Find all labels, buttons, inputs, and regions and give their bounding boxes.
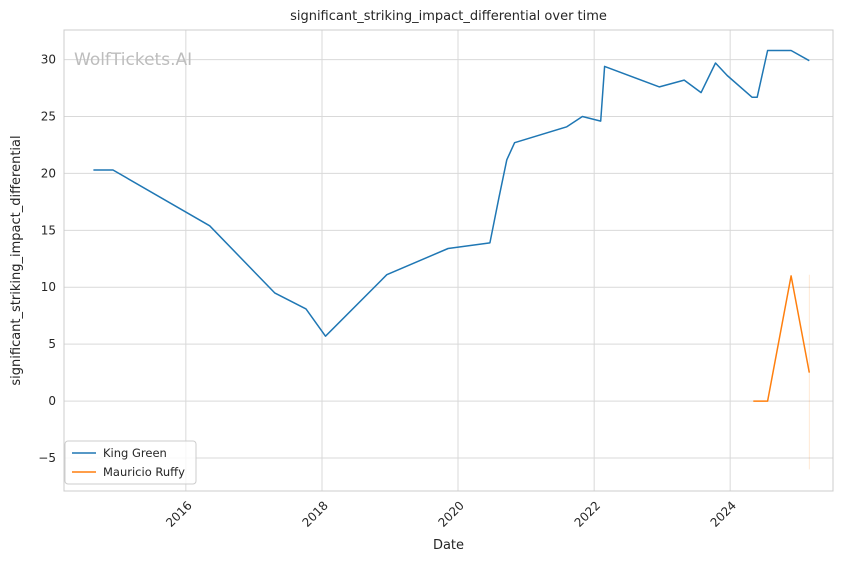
series-line-0 [93,49,810,337]
x-axis-label: Date [433,538,464,553]
legend-label: King Green [103,446,167,460]
y-axis-label: significant_striking_impact_differential [9,135,24,385]
series-line-1 [753,275,811,402]
y-tick-label: 10 [41,280,56,294]
legend-box [64,440,197,485]
y-tick-label: 30 [41,53,56,67]
y-tick-label: 20 [41,166,56,180]
y-axis-ticks: −5 0 5 10 15 20 25 30 [38,53,56,465]
legend: King Green Mauricio Ruffy [64,440,197,485]
y-tick-label: 5 [48,337,56,351]
x-axis-ticks: 2016 2018 2020 2022 2024 [163,498,739,529]
x-tick-label: 2024 [708,498,739,529]
y-tick-label: 0 [48,394,56,408]
y-tick-label: 15 [41,223,56,237]
plot-frame [63,29,834,492]
x-tick-label: 2020 [435,498,466,529]
chart-title: significant_striking_impact_differential… [290,9,607,24]
y-tick-label: 25 [41,110,56,124]
y-tick-label: −5 [38,451,56,465]
legend-label: Mauricio Ruffy [103,465,185,479]
x-tick-label: 2018 [299,498,330,529]
x-tick-label: 2016 [163,498,194,529]
grid [64,30,833,491]
series-lines [93,49,811,402]
watermark: WolfTickets.AI [74,50,192,70]
x-tick-label: 2022 [572,498,603,529]
